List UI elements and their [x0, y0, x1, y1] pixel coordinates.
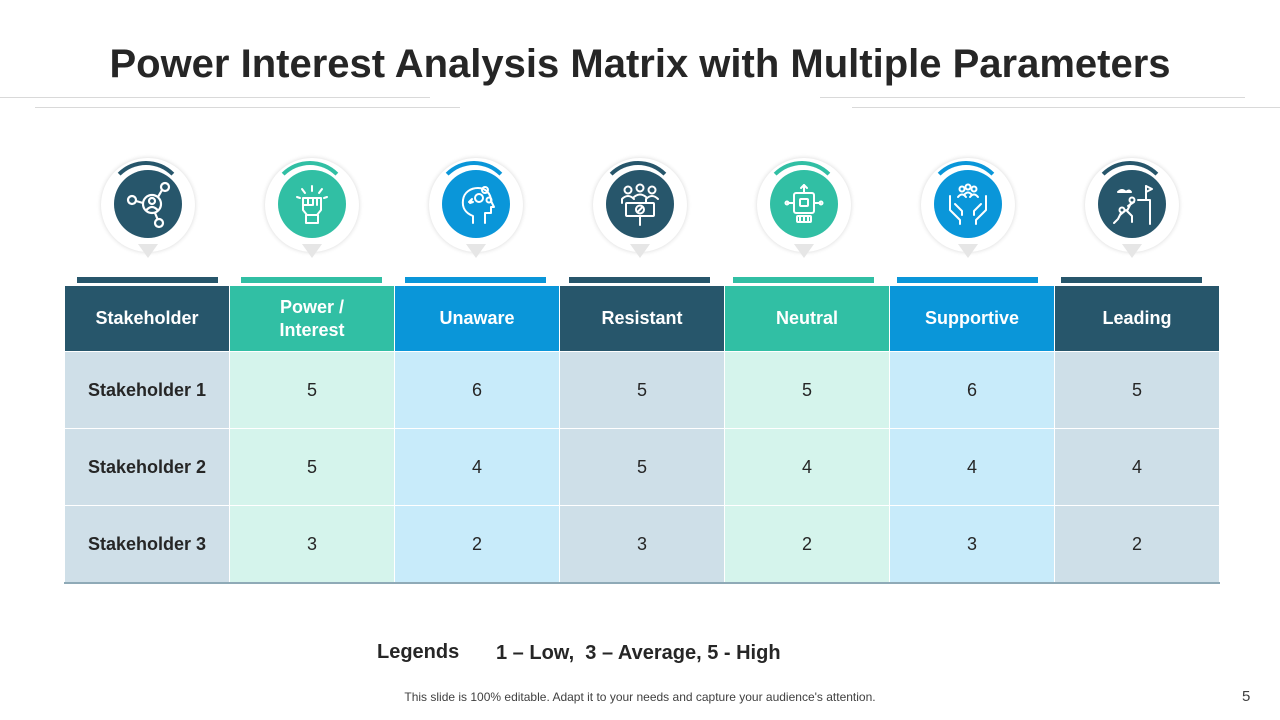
column-header-power-interest: Power / Interest: [229, 285, 395, 352]
protest-sign-icon: [606, 170, 674, 238]
table-cell: 4: [724, 428, 890, 506]
row-label: Stakeholder 2: [64, 428, 230, 506]
title-divider-right-inner: [852, 107, 1280, 108]
row-label: Stakeholder 3: [64, 505, 230, 584]
table-cell: 5: [229, 351, 395, 429]
table-cell: 6: [394, 351, 560, 429]
table-cell: 5: [229, 428, 395, 506]
column-header-leading: Leading: [1054, 285, 1220, 352]
column-accent-bar: [569, 277, 710, 283]
table-cell: 4: [889, 428, 1055, 506]
table-cell: 2: [1054, 505, 1220, 584]
column-accent-bar: [405, 277, 546, 283]
column-header-resistant: Resistant: [559, 285, 725, 352]
table-cell: 2: [394, 505, 560, 584]
table-cell: 6: [889, 351, 1055, 429]
column-header-neutral: Neutral: [724, 285, 890, 352]
table-cell: 5: [1054, 351, 1220, 429]
raised-fist-icon: [278, 170, 346, 238]
column-accent-bar: [897, 277, 1038, 283]
column-icon-pin: [593, 158, 687, 276]
power-interest-matrix: Stakeholder Power / Interest Unaware Res…: [64, 285, 1220, 584]
table-row: Stakeholder 3 3 2 3 2 3 2: [64, 505, 1220, 584]
robot-icon: [770, 170, 838, 238]
column-icon-pin: [921, 158, 1015, 276]
table-cell: 5: [559, 351, 725, 429]
column-header-unaware: Unaware: [394, 285, 560, 352]
hands-people-icon: [934, 170, 1002, 238]
column-icon-pin: [757, 158, 851, 276]
column-accent-bar: [241, 277, 382, 283]
table-cell: 5: [724, 351, 890, 429]
title-divider-left-inner: [35, 107, 460, 108]
title-divider-right: [820, 97, 1245, 98]
table-cell: 5: [559, 428, 725, 506]
table-row: Stakeholder 2 5 4 5 4 4 4: [64, 428, 1220, 506]
column-header-stakeholder: Stakeholder: [64, 285, 230, 352]
climbing-flag-icon: [1098, 170, 1166, 238]
column-icon-pin: [101, 158, 195, 276]
table-cell: 4: [1054, 428, 1220, 506]
column-accent-bar: [733, 277, 874, 283]
table-cell: 2: [724, 505, 890, 584]
header-line: Power / Interest: [279, 296, 345, 340]
column-icon-pin: [429, 158, 523, 276]
column-accent-bar: [1061, 277, 1202, 283]
column-icon-pin: [265, 158, 359, 276]
legend-label: Legends: [377, 641, 460, 663]
column-accent-bar: [77, 277, 218, 283]
row-label: Stakeholder 1: [64, 351, 230, 429]
table-cell: 3: [229, 505, 395, 584]
table-cell: 3: [889, 505, 1055, 584]
table-cell: 4: [394, 428, 560, 506]
legend-text: 1 – Low, 3 – Average, 5 - High: [496, 642, 781, 664]
table-header-row: Stakeholder Power / Interest Unaware Res…: [64, 285, 1220, 352]
page-number: 5: [1242, 688, 1251, 705]
network-user-icon: [114, 170, 182, 238]
slide-title: Power Interest Analysis Matrix with Mult…: [109, 42, 1171, 86]
slide-footer-note: This slide is 100% editable. Adapt it to…: [404, 690, 876, 704]
column-header-supportive: Supportive: [889, 285, 1055, 352]
title-divider-left: [0, 97, 430, 98]
table-cell: 3: [559, 505, 725, 584]
table-row: Stakeholder 1 5 6 5 5 6 5: [64, 351, 1220, 429]
head-gears-icon: [442, 170, 510, 238]
column-icon-pin: [1085, 158, 1179, 276]
